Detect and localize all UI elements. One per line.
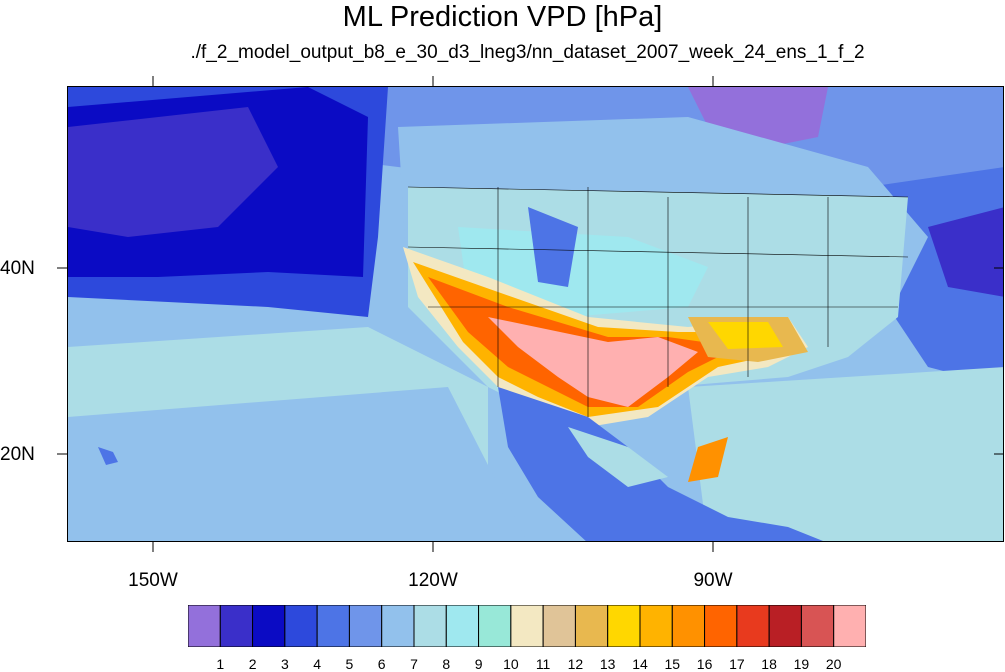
us-border-lines (407, 186, 909, 417)
colorbar-swatch (671, 605, 706, 647)
hawaii (98, 447, 118, 465)
colorbar (188, 605, 866, 647)
colorbar-swatch (445, 605, 480, 647)
colorbar-label: 14 (632, 656, 648, 672)
colorbar-label: 6 (377, 656, 386, 672)
tropical-pacific (68, 387, 527, 541)
colorbar-label: 9 (474, 656, 483, 672)
southeast-yellow (708, 322, 783, 349)
colorbar-label: 12 (567, 656, 584, 672)
colorbar-swatch (348, 605, 383, 647)
colorbar-swatch (704, 605, 738, 647)
colorbar-swatch (284, 605, 318, 647)
colorbar-label: 20 (825, 656, 842, 672)
colorbar-label: 10 (503, 656, 519, 672)
colorbar-swatch (736, 605, 770, 647)
colorbar-swatch (413, 605, 447, 647)
yucatan-hot (688, 437, 728, 482)
colorbar-label: 3 (280, 656, 289, 672)
desert-southwest (488, 317, 698, 407)
colorbar-swatch (639, 605, 673, 647)
colorbar-label: 19 (793, 656, 810, 672)
colorbar-label: 1 (216, 656, 225, 672)
lon-label-120w: 120W (408, 570, 458, 591)
colorbar-label: 13 (599, 656, 616, 672)
atlantic-dark (928, 207, 1003, 297)
colorbar-label: 7 (410, 656, 418, 672)
lat-label-40n: 40N (0, 258, 35, 279)
colorbar-label: 4 (313, 656, 321, 672)
colorbar-swatch (800, 605, 835, 647)
mexico-interior (568, 427, 668, 487)
lon-label-90w: 90W (693, 570, 733, 591)
lon-label-150w: 150W (128, 570, 178, 591)
colorbar-swatch (252, 605, 286, 647)
colorbar-swatch (833, 605, 866, 647)
colorbar-label: 2 (248, 656, 257, 672)
colorbar-label: 16 (696, 656, 713, 672)
colorbar-label: 18 (761, 656, 777, 672)
colorbar-swatch (188, 605, 221, 647)
rockies-blue (528, 207, 578, 287)
vpd-map (68, 87, 1003, 541)
colorbar-label: 17 (729, 656, 745, 672)
colorbar-swatch (607, 605, 641, 647)
map-subtitle: ./f_2_model_output_b8_e_30_d3_lneg3/nn_d… (190, 42, 865, 63)
colorbar-swatch (381, 605, 415, 647)
mexico-coast (498, 387, 823, 541)
colorbar-swatch (219, 605, 254, 647)
lat-label-20n: 20N (0, 444, 35, 465)
colorbar-swatch (768, 605, 802, 647)
colorbar-label: 11 (535, 656, 551, 672)
north-pacific-low (68, 107, 278, 237)
colorbar-swatch (510, 605, 544, 647)
map-title: ML Prediction VPD [hPa] (342, 1, 663, 33)
map-plot-area (67, 86, 1004, 542)
colorbar-label: 5 (345, 656, 354, 672)
colorbar-swatch (574, 605, 609, 647)
colorbar-swatch (542, 605, 576, 647)
colorbar-swatch (478, 605, 512, 647)
colorbar-label: 15 (664, 656, 681, 672)
colorbar-label: 8 (442, 656, 451, 672)
colorbar-swatch (316, 605, 350, 647)
gulf-caribbean (688, 367, 1003, 541)
